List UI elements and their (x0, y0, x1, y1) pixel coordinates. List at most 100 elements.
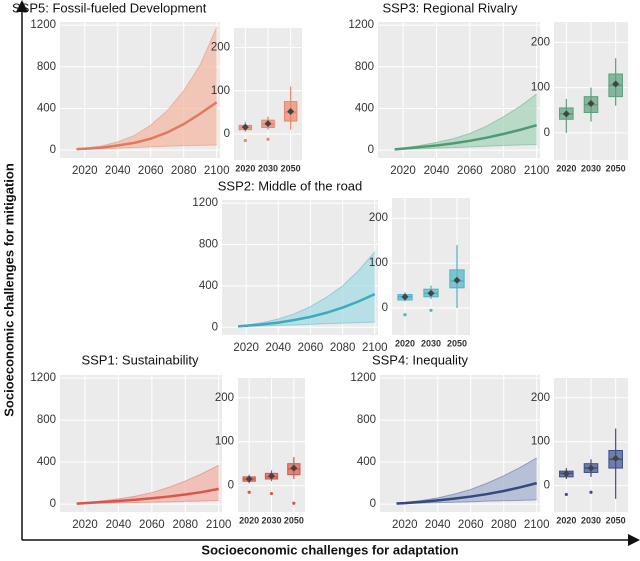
y-tick-label: 800 (199, 239, 218, 251)
y-tick-label: 800 (37, 61, 56, 73)
x-tick-label: 2050 (281, 163, 301, 173)
y-tick-label: 100 (531, 82, 550, 94)
y-tick-label: 400 (37, 456, 56, 468)
outlier (564, 492, 568, 497)
x-tick-label: 2040 (425, 519, 451, 531)
y-tick-label: 800 (355, 61, 374, 73)
y-tick-label: 200 (369, 212, 388, 224)
y-tick-label: 0 (544, 480, 550, 492)
x-tick-label: 2080 (491, 519, 517, 531)
x-tick-label: 2050 (284, 515, 304, 525)
mean (401, 293, 409, 301)
panel-title: SSP3: Regional Rivalry (382, 0, 518, 15)
x-tick-label: 2100 (524, 165, 550, 177)
outlier (292, 501, 296, 505)
panel-title: SSP2: Middle of the road (218, 178, 363, 193)
y-tick-label: 100 (211, 85, 230, 97)
y-tick-label: 1200 (30, 372, 56, 384)
x-tick-label: 2100 (524, 519, 550, 531)
x-tick-label: 2060 (298, 342, 324, 354)
x-tick-label: 2020 (239, 515, 259, 525)
mean (427, 289, 435, 297)
x-tick-label: 2080 (172, 519, 198, 531)
outlier (247, 490, 251, 494)
mean (453, 276, 461, 284)
x-tick-label: 2080 (171, 165, 197, 177)
x-tick-label: 2050 (447, 338, 467, 348)
x-tick-label: 2020 (72, 165, 98, 177)
mean (587, 464, 595, 472)
mean (562, 110, 570, 118)
y-tick-label: 0 (224, 128, 230, 140)
x-tick-label: 2030 (581, 163, 601, 173)
outlier (243, 138, 247, 143)
mean (612, 80, 620, 88)
panel-title: SSP5: Fossil-fueled Development (12, 0, 207, 15)
outlier (403, 313, 407, 317)
y-tick-label: 400 (199, 280, 218, 292)
x-tick-label: 2030 (421, 338, 441, 348)
outlier (589, 490, 593, 494)
y-tick-label: 0 (382, 302, 388, 314)
lower-line (394, 143, 537, 151)
y-tick-label: 400 (37, 103, 56, 115)
x-tick-label: 2020 (390, 165, 416, 177)
x-tick-label: 2100 (362, 342, 388, 354)
y-tick-label: 200 (531, 36, 550, 48)
y-tick-label: 800 (357, 414, 376, 426)
x-tick-label: 2060 (139, 519, 165, 531)
y-tick-label: 0 (368, 144, 374, 156)
x-tick-label: 2040 (106, 519, 132, 531)
mean (587, 99, 595, 107)
y-tick-label: 200 (215, 392, 234, 404)
x-tick-label: 2040 (105, 165, 131, 177)
x-axis-title: Socioeconomic challenges for adaptation (201, 542, 458, 557)
mean (268, 472, 275, 480)
outlier (429, 308, 433, 312)
x-tick-label: 2080 (330, 342, 356, 354)
x-tick-label: 2030 (581, 515, 601, 525)
x-tick-label: 2020 (392, 519, 418, 531)
y-tick-label: 1200 (348, 19, 374, 31)
band (76, 27, 217, 150)
y-axis-title: Socioeconomic challenges for mitigation (1, 163, 16, 417)
median-line (76, 487, 219, 505)
median-line (396, 481, 538, 505)
mean (612, 454, 620, 462)
x-tick-label: 2050 (606, 163, 626, 173)
y-tick-label: 1200 (192, 197, 218, 209)
x-tick-label: 2040 (265, 342, 291, 354)
x-tick-label: 2100 (204, 165, 230, 177)
outlier (266, 137, 270, 141)
x-tick-label: 2020 (72, 519, 98, 531)
mean (290, 464, 298, 472)
y-tick-label: 1200 (30, 19, 56, 31)
panel-title: SSP1: Sustainability (81, 352, 199, 367)
x-tick-label: 2020 (395, 338, 415, 348)
mean (562, 470, 570, 478)
median-line (237, 292, 376, 328)
x-tick-label: 2060 (457, 165, 483, 177)
x-tick-label: 2060 (458, 519, 484, 531)
x-tick-label: 2020 (556, 163, 576, 173)
outlier (269, 491, 274, 496)
x-tick-label: 2030 (258, 163, 278, 173)
y-tick-label: 1200 (350, 372, 376, 384)
mean (287, 108, 295, 116)
x-tick-label: 2100 (206, 519, 232, 531)
y-tick-label: 0 (228, 480, 234, 492)
median-line (76, 101, 218, 151)
x-tick-label: 2080 (490, 165, 516, 177)
y-tick-label: 0 (50, 498, 56, 510)
y-tick-label: 0 (50, 144, 56, 156)
mean (245, 475, 253, 483)
x-tick-label: 2020 (235, 163, 255, 173)
median-line (394, 123, 537, 151)
y-tick-label: 100 (215, 436, 234, 448)
y-tick-label: 400 (357, 456, 376, 468)
panel-title: SSP4: Inequality (372, 352, 469, 367)
y-tick-label: 100 (531, 436, 550, 448)
y-tick-label: 100 (369, 257, 388, 269)
x-tick-label: 2060 (138, 165, 164, 177)
